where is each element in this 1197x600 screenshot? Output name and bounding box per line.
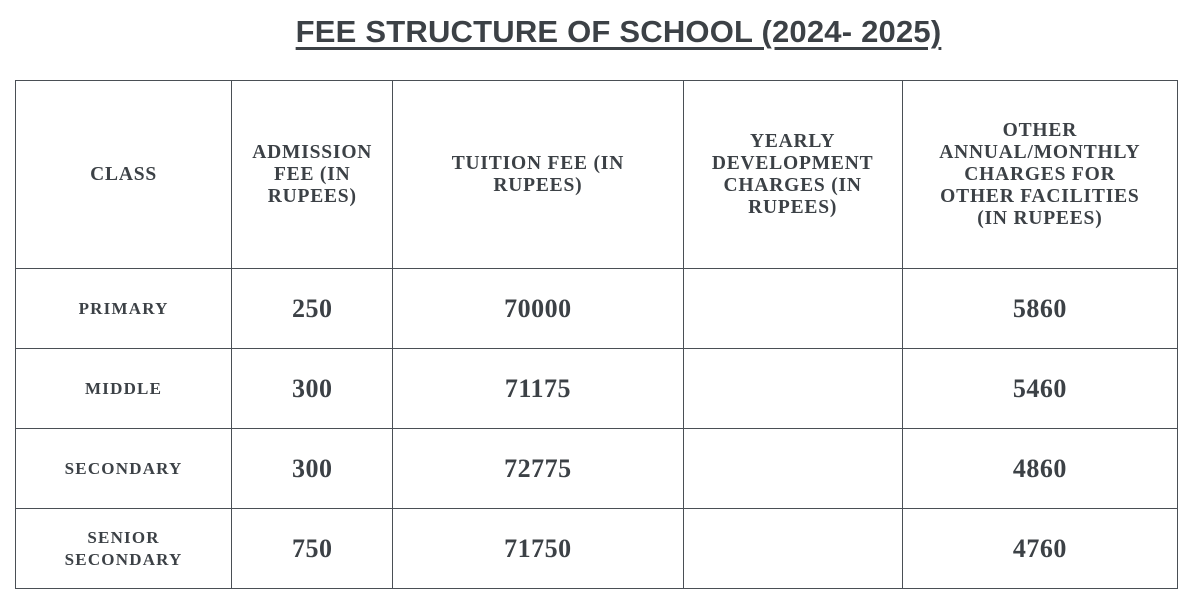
table-row: PRIMARY 250 70000 5860 [14,268,1179,349]
cell-admission-fee: 250 [231,268,394,349]
table-row: SECONDARY 300 72775 4860 [14,428,1179,509]
header-line: RUPEES) [493,174,583,196]
class-label: SECONDARY [64,458,183,478]
header-line: OTHER [1002,119,1078,141]
cell-tuition-fee: 71750 [392,508,684,589]
header-line: RUPEES) [748,196,838,218]
table-row: MIDDLE 300 71175 5460 [14,348,1179,429]
header-line: DEVELOPMENT [711,152,874,174]
header-line: TUITION FEE (IN [451,152,625,174]
header-line: OTHER FACILITIES [940,185,1140,207]
header-development-charges: YEARLY DEVELOPMENT CHARGES (IN RUPEES) [682,80,903,269]
header-admission-fee: ADMISSION FEE (IN RUPEES) [231,80,394,269]
cell-class: SENIOR SECONDARY [14,508,233,589]
header-line: ANNUAL/MONTHLY [939,141,1141,163]
header-class-line: CLASS [90,163,158,185]
cell-admission-fee: 750 [231,508,394,589]
cell-tuition-fee: 71175 [392,348,684,429]
class-label: SENIOR [87,527,160,547]
header-line: YEARLY [749,130,836,152]
class-label: MIDDLE [85,378,163,398]
cell-tuition-fee: 70000 [392,268,684,349]
cell-development-charges [682,268,903,349]
fee-structure-table: CLASS ADMISSION FEE (IN RUPEES) TUITION … [14,80,1179,589]
cell-other-charges: 5860 [901,268,1179,349]
cell-other-charges: 5460 [901,348,1179,429]
header-line: RUPEES) [267,185,357,207]
cell-development-charges [682,348,903,429]
class-label: SECONDARY [64,549,183,569]
cell-other-charges: 4860 [901,428,1179,509]
header-line: ADMISSION [252,141,373,163]
table-row: SENIOR SECONDARY 750 71750 4760 [14,508,1179,589]
cell-admission-fee: 300 [231,428,394,509]
cell-class: PRIMARY [14,268,233,349]
cell-tuition-fee: 72775 [392,428,684,509]
cell-class: SECONDARY [14,428,233,509]
cell-development-charges [682,428,903,509]
header-tuition-fee: TUITION FEE (IN RUPEES) [392,80,684,269]
cell-class: MIDDLE [14,348,233,429]
table-header-row: CLASS ADMISSION FEE (IN RUPEES) TUITION … [14,80,1179,269]
header-class: CLASS [14,80,233,269]
page-title: FEE STRUCTURE OF SCHOOL (2024- 2025) [295,14,942,49]
cell-admission-fee: 300 [231,348,394,429]
cell-development-charges [682,508,903,589]
header-line: (IN RUPEES) [977,207,1103,229]
header-line: CHARGES FOR [964,163,1116,185]
header-line: FEE (IN [273,163,351,185]
class-label: PRIMARY [78,298,169,318]
cell-other-charges: 4760 [901,508,1179,589]
header-line: CHARGES (IN [723,174,862,196]
header-other-charges: OTHER ANNUAL/MONTHLY CHARGES FOR OTHER F… [901,80,1179,269]
